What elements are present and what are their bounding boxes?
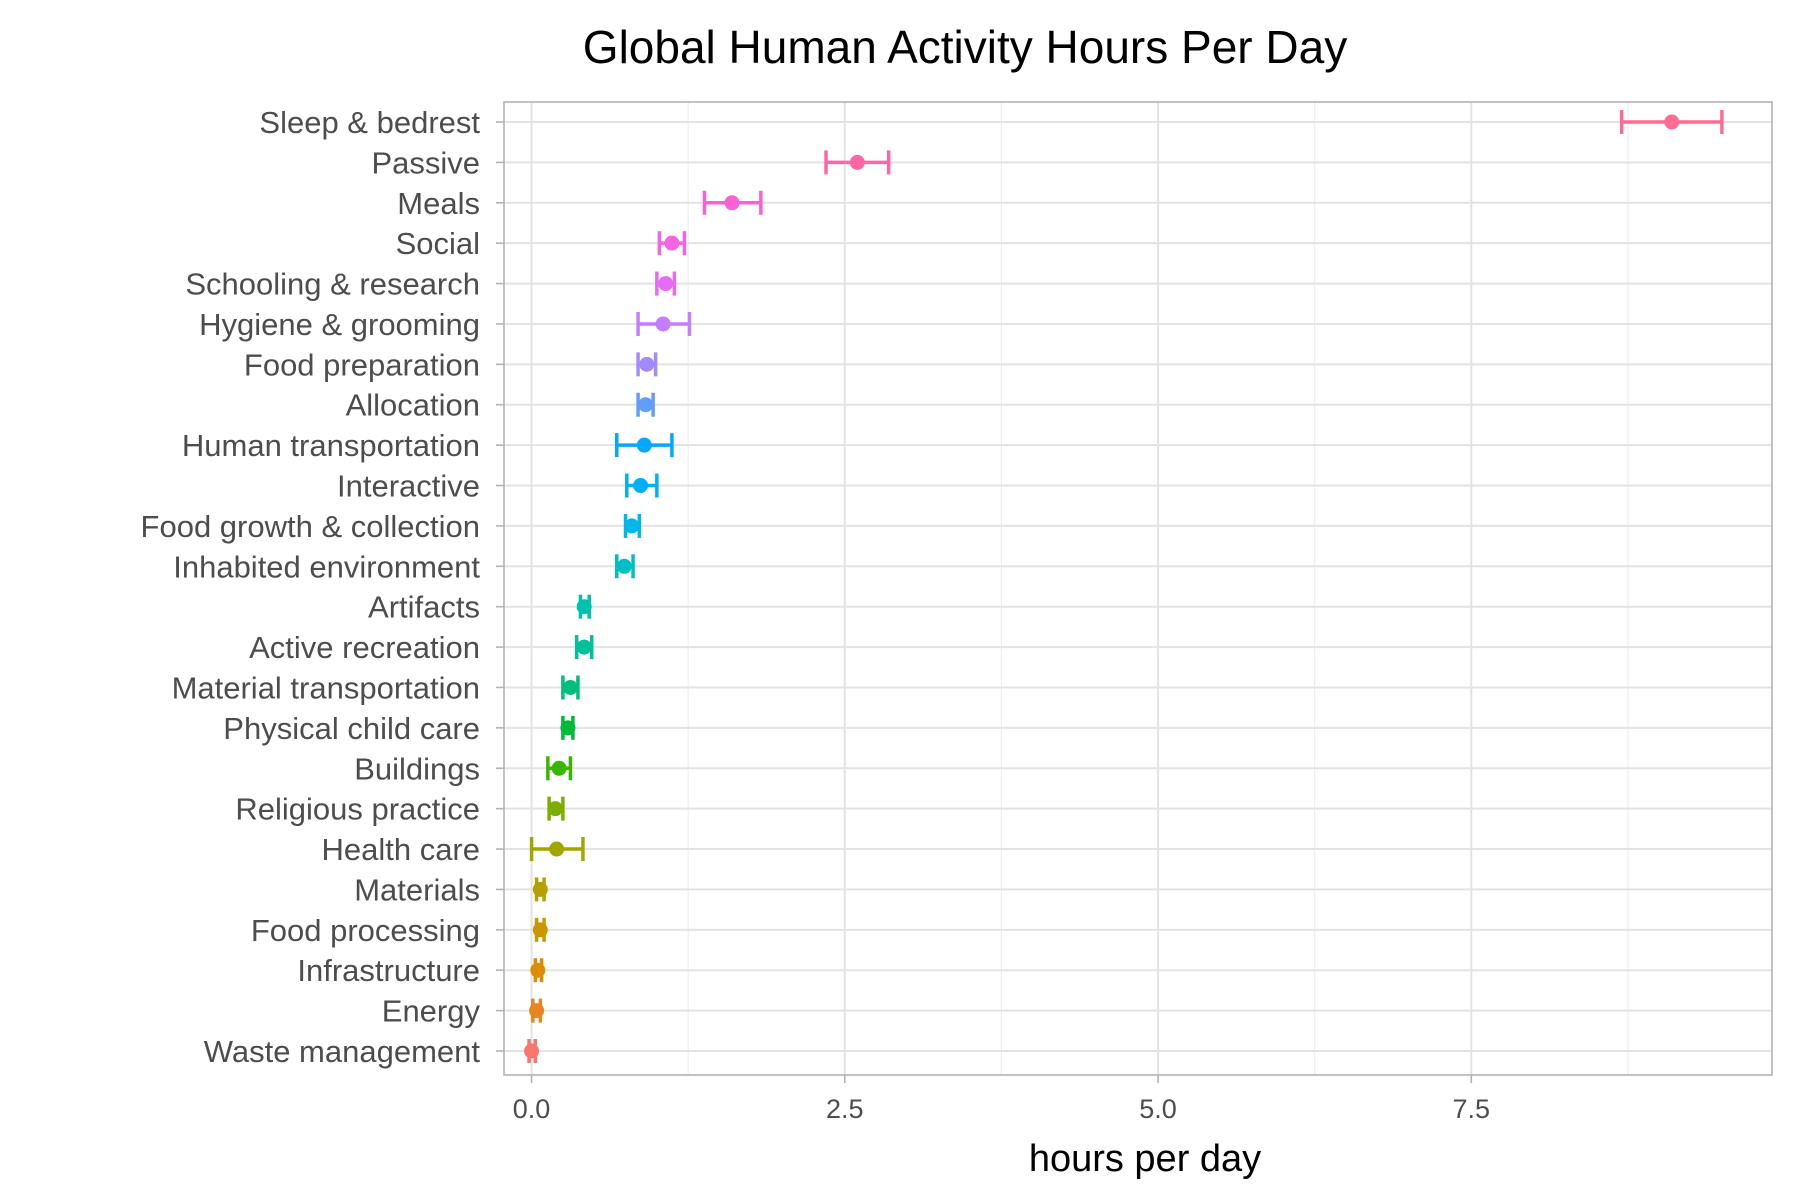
category-label: Social bbox=[396, 226, 480, 261]
category-label: Physical child care bbox=[223, 711, 480, 746]
point-range bbox=[625, 473, 659, 498]
grid-lines bbox=[504, 102, 1772, 1075]
x-tick-label: 7.5 bbox=[1453, 1094, 1491, 1124]
point-range bbox=[702, 190, 763, 215]
category-label: Meals bbox=[397, 186, 480, 221]
y-axis-ticks: Sleep & bedrest Passive Meals Social Schooli… bbox=[141, 105, 504, 1069]
data-point bbox=[624, 518, 640, 534]
category-label: Passive bbox=[371, 145, 480, 180]
x-tick-label: 2.5 bbox=[826, 1094, 864, 1124]
data-point bbox=[576, 639, 592, 655]
point-range bbox=[561, 675, 580, 700]
category-label: Human transportation bbox=[182, 428, 480, 463]
point-range bbox=[657, 231, 687, 256]
data-point bbox=[524, 1043, 540, 1059]
point-range bbox=[615, 554, 635, 579]
data-point bbox=[530, 962, 546, 978]
x-tick-label: 5.0 bbox=[1139, 1094, 1177, 1124]
data-point bbox=[1664, 114, 1680, 130]
data-point bbox=[532, 881, 548, 897]
point-range bbox=[576, 594, 592, 619]
data-point bbox=[576, 599, 592, 615]
category-label: Health care bbox=[321, 832, 480, 867]
data-point bbox=[529, 1003, 545, 1019]
category-label: Hygiene & grooming bbox=[199, 307, 480, 342]
data-point bbox=[547, 801, 563, 817]
point-range bbox=[824, 150, 891, 175]
point-range bbox=[547, 796, 565, 821]
point-range bbox=[655, 271, 677, 296]
data-point bbox=[560, 720, 576, 736]
category-label: Food preparation bbox=[244, 347, 480, 382]
point-range bbox=[532, 917, 548, 942]
category-label: Waste management bbox=[204, 1034, 481, 1069]
data-point bbox=[633, 478, 649, 494]
point-range bbox=[560, 715, 576, 740]
point-range bbox=[524, 1039, 540, 1063]
data-point bbox=[562, 679, 578, 695]
data-point bbox=[638, 397, 654, 413]
chart-title: Global Human Activity Hours Per Day bbox=[583, 21, 1347, 73]
x-tick-label: 0.0 bbox=[513, 1094, 551, 1124]
point-range bbox=[546, 756, 573, 781]
data-point bbox=[616, 558, 632, 574]
data-point bbox=[639, 356, 655, 372]
plot-panel-border bbox=[503, 101, 1773, 1076]
category-label: Energy bbox=[382, 994, 481, 1029]
data-point bbox=[724, 195, 740, 211]
category-label: Sleep & bedrest bbox=[259, 105, 480, 140]
data-point bbox=[549, 841, 565, 857]
category-label: Buildings bbox=[354, 751, 480, 786]
point-range bbox=[623, 513, 642, 538]
x-axis-ticks: 0.0 2.5 5.0 7.5 bbox=[513, 1075, 1490, 1124]
data-point bbox=[664, 235, 680, 251]
point-range bbox=[532, 877, 548, 902]
category-label: Active recreation bbox=[249, 630, 480, 665]
category-label: Food growth & collection bbox=[141, 509, 480, 544]
data-point bbox=[655, 316, 671, 332]
point-range bbox=[529, 998, 545, 1023]
point-range bbox=[530, 958, 546, 983]
x-axis-title: hours per day bbox=[1029, 1138, 1261, 1180]
category-label: Schooling & research bbox=[185, 267, 480, 302]
point-range bbox=[636, 352, 658, 377]
data-point bbox=[532, 922, 548, 938]
data-point bbox=[849, 154, 865, 170]
data-point bbox=[636, 437, 652, 453]
data-point bbox=[658, 276, 674, 292]
point-range bbox=[636, 311, 692, 336]
point-range bbox=[529, 837, 585, 862]
data-series bbox=[524, 110, 1724, 1063]
point-range bbox=[574, 635, 594, 660]
point-range bbox=[615, 433, 674, 458]
category-label: Infrastructure bbox=[297, 953, 480, 988]
category-label: Religious practice bbox=[235, 792, 480, 827]
data-point bbox=[551, 760, 567, 776]
category-label: Materials bbox=[354, 872, 480, 907]
category-label: Allocation bbox=[346, 388, 480, 423]
category-label: Material transportation bbox=[172, 670, 480, 705]
category-label: Inhabited environment bbox=[173, 549, 480, 584]
category-label: Food processing bbox=[251, 913, 480, 948]
category-label: Interactive bbox=[337, 469, 480, 504]
point-range bbox=[1619, 110, 1724, 134]
category-label: Artifacts bbox=[368, 590, 480, 625]
point-range bbox=[636, 392, 655, 417]
